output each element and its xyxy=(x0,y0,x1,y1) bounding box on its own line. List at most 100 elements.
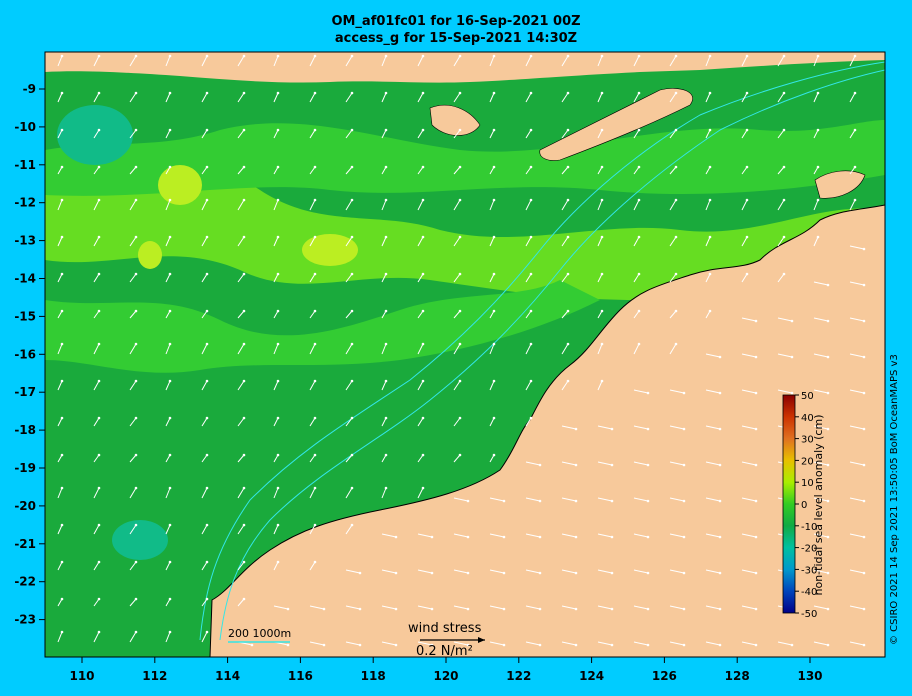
wind-vector xyxy=(669,343,677,355)
wind-vector xyxy=(849,425,865,430)
wind-vector-head xyxy=(276,486,280,490)
wind-vector-head xyxy=(745,128,749,132)
lat-tick-label: -18 xyxy=(14,423,36,437)
wind-vector xyxy=(165,273,171,283)
wind-vector xyxy=(777,273,785,283)
wind-vector-head xyxy=(682,391,686,395)
wind-vector xyxy=(741,461,757,466)
wind-vector-head xyxy=(205,128,209,132)
wind-vector xyxy=(777,199,785,211)
wind-vector-head xyxy=(538,535,542,539)
wind-vector-head xyxy=(782,54,786,58)
wind-vector xyxy=(201,55,208,67)
lat-tick-label: -16 xyxy=(14,347,36,361)
wind-vector xyxy=(453,454,461,463)
wind-vector xyxy=(813,353,829,358)
map-title-line2: access_g for 15-Sep-2021 14:30Z xyxy=(334,31,578,46)
wind-vector xyxy=(309,273,316,283)
wind-vector-head xyxy=(826,283,830,287)
wind-vector-head xyxy=(492,128,496,132)
bathymetry-contour-1000m xyxy=(199,61,885,641)
wind-vector-head xyxy=(466,607,470,611)
wind-vector xyxy=(597,343,603,355)
wind-vector-head xyxy=(205,235,209,239)
wind-vector-head xyxy=(421,379,425,383)
wind-vector xyxy=(597,497,613,502)
wind-vector-head xyxy=(600,128,604,132)
wind-vector-head xyxy=(313,54,317,58)
wind-vector-head xyxy=(205,379,209,383)
wind-vector xyxy=(129,561,137,571)
wind-vector-head xyxy=(384,309,388,313)
colorbar-tick-label: -50 xyxy=(801,609,817,620)
wind-vector xyxy=(381,380,387,391)
wind-vector xyxy=(165,310,171,319)
wind-vector xyxy=(165,631,171,643)
wind-vector xyxy=(813,129,819,139)
wind-vector xyxy=(201,273,208,283)
wind-vector-head xyxy=(97,630,101,634)
wind-vector xyxy=(165,561,171,571)
wind-vector-head xyxy=(242,523,246,527)
bathymetry-legend-label: 200 1000m xyxy=(228,627,292,640)
wind-vector-head xyxy=(276,453,280,457)
wind-vector-head xyxy=(600,235,604,239)
wind-vector xyxy=(381,55,387,67)
wind-vector xyxy=(417,605,433,610)
wind-vector xyxy=(93,487,100,499)
land-indonesia xyxy=(45,52,885,83)
wind-vector xyxy=(561,310,569,319)
wind-vector-head xyxy=(421,235,425,239)
wind-vector xyxy=(813,92,819,103)
colorbar-ticks: 50 40 30 20 10 0 -10 -20 -30 -40 -50 xyxy=(795,391,817,620)
wind-vector-head xyxy=(458,198,462,202)
wind-vector xyxy=(309,166,316,175)
colorbar-tick-label: -20 xyxy=(801,544,817,555)
wind-vector xyxy=(93,454,100,463)
wind-vector-head xyxy=(276,309,280,313)
lat-tick-label: -12 xyxy=(14,196,36,210)
land-melville xyxy=(814,170,866,199)
wind-vector-head xyxy=(492,342,496,346)
wind-vector xyxy=(633,92,640,103)
wind-vector xyxy=(489,273,495,283)
wind-vector xyxy=(273,199,279,211)
wind-vector xyxy=(705,461,721,466)
wind-vector xyxy=(417,417,424,427)
wind-vector xyxy=(237,598,245,607)
wind-vector xyxy=(129,454,137,463)
wind-vector xyxy=(417,236,424,247)
wind-vector xyxy=(777,389,793,394)
wind-vector-head xyxy=(313,309,317,313)
wind-vector-head xyxy=(242,54,246,58)
wind-vector-head xyxy=(502,571,506,575)
wind-vector-head xyxy=(458,309,462,313)
wind-vector xyxy=(381,273,387,283)
wind-vector-head xyxy=(466,571,470,575)
lat-tick-label: -9 xyxy=(23,82,36,96)
wind-vector xyxy=(237,524,245,535)
wind-vector-head xyxy=(286,643,290,647)
wind-vector-head xyxy=(853,91,857,95)
wind-vector-head xyxy=(168,342,172,346)
wind-vector xyxy=(345,199,353,211)
wind-vector xyxy=(345,641,361,646)
wind-vector xyxy=(453,55,461,67)
wind-vector xyxy=(813,605,829,610)
wind-vector xyxy=(345,166,353,175)
wind-vector xyxy=(597,533,613,538)
wind-vector-head xyxy=(682,427,686,431)
wind-vector xyxy=(813,55,819,67)
wind-vector-head xyxy=(276,235,280,239)
lat-tick-label: -22 xyxy=(14,575,36,589)
wind-vector-head xyxy=(566,91,570,95)
wind-vector xyxy=(381,533,397,538)
wind-vector xyxy=(777,317,793,322)
wind-vector-head xyxy=(674,198,678,202)
wind-scale-label: 0.2 N/m² xyxy=(416,644,473,659)
wind-vector xyxy=(201,236,208,247)
wind-vector xyxy=(741,605,757,610)
colorbar-tick-label: 40 xyxy=(801,413,814,424)
wind-vector xyxy=(201,92,208,103)
wind-vector-head xyxy=(600,309,604,313)
